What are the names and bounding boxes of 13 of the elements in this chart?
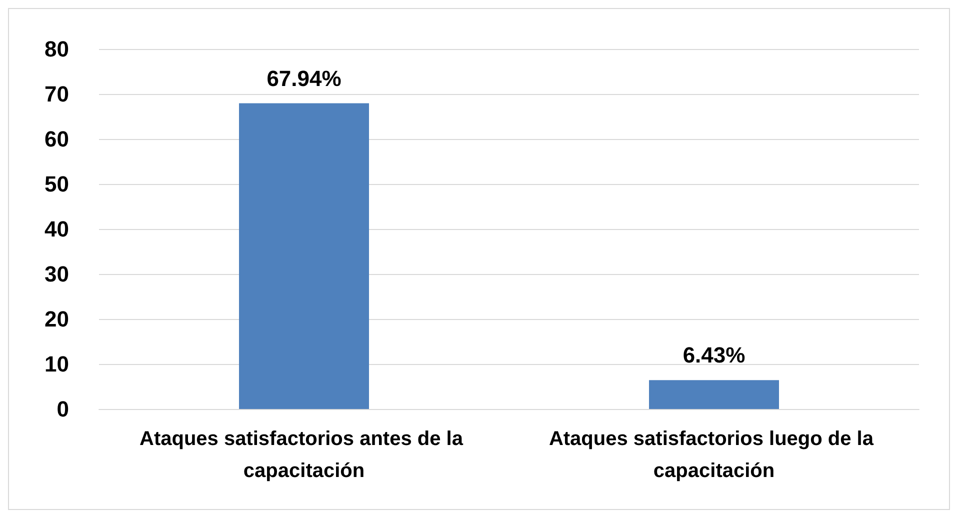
y-tick-label: 40 — [44, 216, 69, 242]
y-tick-label: 80 — [44, 36, 69, 62]
y-tick-label: 70 — [44, 82, 69, 106]
data-label: 6.43% — [682, 342, 746, 368]
y-tick-label: 30 — [44, 262, 69, 286]
y-tick-label: 20 — [44, 306, 69, 332]
x-tick-label: Ataques satisfactorios antes de la capacitación — [139, 428, 469, 482]
y-tick-label: 60 — [44, 126, 69, 152]
y-tick-label: 50 — [44, 172, 69, 196]
y-tick-label: 10 — [44, 352, 69, 376]
x-tick-label: Ataques satisfactorios luego de la capacitación — [548, 428, 880, 482]
data-label: 67.94% — [266, 66, 342, 91]
y-tick-label: 0 — [56, 396, 69, 422]
